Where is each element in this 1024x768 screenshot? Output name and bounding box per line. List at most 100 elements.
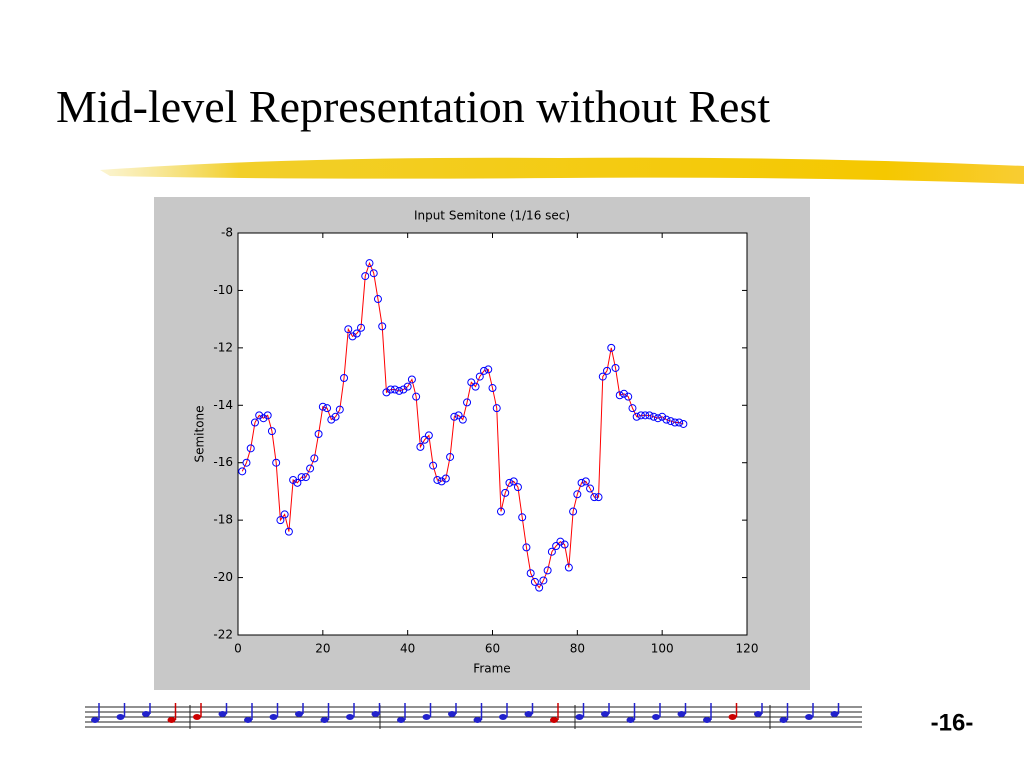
- data-point: [535, 583, 544, 592]
- brush-stroke: [100, 157, 1024, 184]
- chart: Input Semitone (1/16 sec) Frame Semitone…: [154, 197, 810, 690]
- note-head: [626, 717, 635, 723]
- data-point: [666, 417, 675, 426]
- data-point: [577, 478, 586, 487]
- data-point: [513, 483, 522, 492]
- data-point: [280, 510, 289, 519]
- data-point: [373, 295, 382, 304]
- data-point: [543, 566, 552, 575]
- data-point: [649, 412, 658, 421]
- note-head: [805, 714, 813, 720]
- data-point: [284, 527, 293, 536]
- note-head: [244, 717, 252, 723]
- data-point: [246, 444, 255, 453]
- data-point: [518, 513, 527, 522]
- data-point: [658, 412, 667, 421]
- note-head: [448, 711, 456, 717]
- data-point: [437, 477, 446, 486]
- y-tick-label: -10: [213, 283, 233, 297]
- plot-area: [237, 232, 748, 636]
- data-point: [454, 411, 463, 420]
- data-point: [505, 478, 514, 487]
- data-point: [509, 477, 518, 486]
- data-point: [662, 415, 671, 424]
- data-point: [446, 452, 455, 461]
- data-point: [492, 404, 501, 413]
- data-point: [480, 366, 489, 375]
- note-head: [601, 711, 609, 717]
- x-tick-label: 120: [736, 642, 759, 656]
- x-tick-label: 40: [400, 642, 415, 656]
- data-point: [611, 363, 620, 372]
- data-point: [632, 412, 641, 421]
- data-point: [314, 430, 323, 438]
- data-point: [675, 418, 684, 427]
- data-point: [340, 374, 349, 383]
- data-point: [564, 563, 573, 572]
- y-tick-label: -20: [213, 570, 233, 584]
- note-head: [371, 711, 380, 717]
- data-point: [594, 493, 603, 502]
- data-point: [267, 427, 276, 436]
- x-tick-label: 0: [234, 642, 242, 656]
- data-point: [361, 272, 370, 281]
- note-head: [269, 714, 278, 720]
- data-point: [488, 384, 497, 393]
- note-head: [422, 714, 431, 720]
- note-head: [575, 714, 584, 720]
- data-point: [429, 461, 438, 470]
- data-point: [433, 475, 442, 484]
- chart-title: Input Semitone (1/16 sec): [414, 209, 570, 223]
- data-point: [399, 385, 408, 394]
- note-head: [91, 717, 99, 723]
- note-head: [295, 711, 303, 717]
- data-point: [378, 322, 387, 331]
- data-point: [590, 493, 599, 502]
- data-point: [327, 415, 336, 424]
- note-head: [652, 714, 660, 720]
- note-head: [779, 717, 788, 723]
- data-point: [259, 414, 268, 423]
- data-point: [390, 385, 399, 394]
- x-axis-label: Frame: [473, 662, 510, 676]
- data-point: [471, 382, 480, 391]
- data-point: [670, 418, 679, 427]
- note-head: [754, 711, 762, 717]
- note-head: [728, 714, 737, 720]
- note-head: [167, 717, 176, 723]
- note-head: [499, 714, 507, 720]
- data-point: [382, 388, 391, 397]
- data-point: [297, 473, 306, 482]
- data-point: [467, 378, 476, 387]
- note-head: [142, 711, 150, 717]
- data-point: [586, 484, 595, 493]
- data-point: [475, 372, 484, 381]
- data-point: [369, 269, 378, 278]
- data-point: [412, 392, 421, 401]
- data-point: [624, 392, 633, 401]
- data-point: [250, 418, 259, 427]
- note-head: [397, 717, 405, 723]
- data-point: [552, 541, 561, 550]
- data-point: [526, 569, 535, 578]
- data-point: [238, 467, 247, 476]
- data-point: [547, 547, 556, 556]
- data-point: [484, 365, 493, 374]
- y-tick-label: -14: [213, 398, 233, 412]
- data-point: [276, 516, 285, 525]
- x-tick-label: 80: [570, 642, 585, 656]
- note-head: [193, 714, 201, 720]
- y-tick-label: -18: [213, 513, 233, 527]
- data-point: [458, 415, 467, 424]
- data-point: [263, 411, 272, 420]
- data-point: [289, 475, 298, 484]
- data-point: [306, 464, 315, 473]
- data-point: [407, 375, 416, 384]
- data-point: [530, 577, 539, 586]
- data-point: [603, 366, 612, 375]
- data-point: [242, 458, 251, 467]
- y-tick-label: -16: [213, 455, 233, 469]
- data-point: [636, 411, 645, 420]
- data-point: [501, 488, 510, 497]
